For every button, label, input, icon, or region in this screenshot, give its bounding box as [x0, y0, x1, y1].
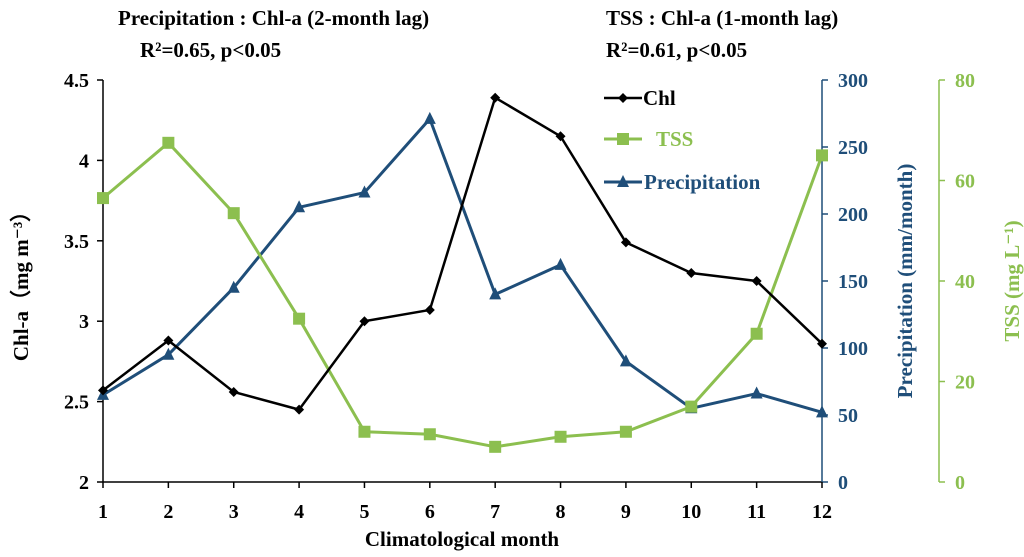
- chl-data-point: [751, 276, 762, 286]
- tss-series-line: [102, 141, 824, 449]
- legend-chl-label: Chl: [643, 86, 676, 110]
- precip-tick-label: 0: [838, 472, 848, 494]
- legend-precipitation-label: Precipitation: [644, 170, 761, 194]
- precip-tick-label: 200: [838, 204, 868, 226]
- precipitation-data-point: [554, 257, 567, 270]
- tss-data-point: [750, 327, 763, 340]
- legend: Chl TSS Precipitation: [604, 86, 761, 194]
- tss-data-point: [97, 192, 109, 205]
- precipitation-data-point: [293, 200, 306, 213]
- precipitation-data-point: [816, 405, 828, 418]
- tss-data-point: [619, 425, 632, 438]
- chl-data-point: [294, 404, 305, 415]
- tss-tick-label: 40: [955, 271, 975, 293]
- precipitation-data-point: [423, 111, 436, 124]
- chl-tick-label: 4: [79, 150, 89, 172]
- precipitation-data-point: [619, 354, 632, 367]
- chl-data-point: [359, 316, 370, 327]
- chl-data-point: [163, 335, 174, 346]
- tss-data-point: [816, 149, 828, 162]
- chl-tick-label: 4.5: [64, 70, 89, 92]
- legend-chl-marker: [618, 93, 628, 103]
- chl-data-point: [490, 92, 501, 103]
- chl-tick-label: 3.5: [64, 231, 89, 253]
- legend-tss-marker: [617, 133, 629, 145]
- tss-data-point: [162, 136, 175, 149]
- tss-tick-label: 60: [955, 171, 975, 193]
- x-tick-label: 2: [163, 501, 173, 523]
- x-axis-title: Climatological month: [365, 527, 560, 551]
- precipitation-data-point: [162, 347, 175, 360]
- precip-tick-label: 150: [838, 271, 868, 293]
- x-tick-label: 5: [359, 501, 369, 523]
- x-tick-label: 11: [747, 501, 766, 523]
- chl-data-point: [620, 237, 631, 248]
- legend-tss-label: TSS: [656, 127, 693, 151]
- chl-data-point: [817, 338, 827, 349]
- right-stat-annotation: R²=0.61, p<0.05: [606, 38, 747, 62]
- tss-tick-label: 0: [955, 472, 965, 494]
- left-stat-annotation: R²=0.65, p<0.05: [140, 38, 281, 62]
- x-tick-label: 6: [425, 501, 435, 523]
- x-tick-label: 12: [812, 501, 832, 523]
- x-tick-label: 10: [681, 501, 701, 523]
- precip-tick-label: 100: [838, 338, 868, 360]
- precipitation-data-point: [227, 280, 240, 293]
- x-tick-label: 4: [294, 501, 304, 523]
- chl-tick-label: 2.5: [64, 392, 89, 414]
- chl-data-point: [228, 386, 239, 397]
- right-title-annotation: TSS : Chl-a (1-month lag): [606, 6, 838, 30]
- legend-precipitation-marker: [617, 175, 629, 187]
- x-tick-label: 1: [98, 501, 108, 523]
- tss-data-point: [227, 207, 240, 220]
- precipitation-data-point: [358, 185, 371, 198]
- tss-tick-label: 80: [955, 70, 975, 92]
- ticks-layer: 2 2.5 3 3.5 4 4.5 0 50 100 150 200 250 300 0 20 40 60 80 1…: [64, 70, 975, 523]
- tss-axis-title: TSS (mg L⁻¹): [1000, 220, 1024, 341]
- precip-tick-label: 250: [838, 137, 868, 159]
- precip-axis-title: Precipitation (mm/month): [893, 164, 917, 399]
- tss-data-point: [358, 425, 371, 438]
- x-tick-label: 7: [490, 501, 500, 523]
- chl-axis-title: Chl-a（mg m⁻³）: [9, 201, 33, 361]
- chl-data-point: [98, 385, 108, 396]
- chl-series-line: [102, 96, 823, 411]
- chl-data-point: [555, 131, 566, 142]
- series-layer: [97, 92, 828, 453]
- x-tick-label: 9: [621, 501, 631, 523]
- chl-tick-label: 2: [79, 472, 89, 494]
- precip-tick-label: 300: [838, 70, 868, 92]
- chl-tick-label: 3: [79, 311, 89, 333]
- precip-tick-label: 50: [838, 405, 858, 427]
- tss-data-point: [554, 430, 567, 443]
- chl-data-point: [686, 267, 697, 278]
- left-title-annotation: Precipitation : Chl-a (2-month lag): [118, 6, 429, 30]
- x-tick-label: 3: [229, 501, 239, 523]
- x-tick-label: 8: [556, 501, 566, 523]
- precipitation-series-line: [102, 117, 823, 414]
- tss-data-point: [293, 312, 306, 325]
- tss-data-point: [489, 440, 502, 453]
- tss-tick-label: 20: [955, 372, 975, 394]
- precipitation-data-point: [489, 287, 502, 300]
- tss-data-point: [423, 428, 436, 441]
- chl-data-point: [424, 304, 435, 315]
- tss-data-point: [685, 400, 698, 413]
- precipitation-data-point: [750, 386, 763, 399]
